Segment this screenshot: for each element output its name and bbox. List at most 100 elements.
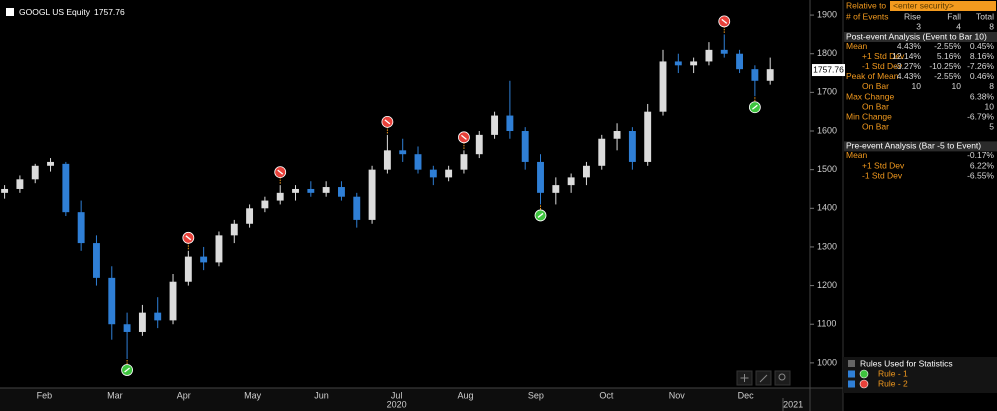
row-value: 0.45% <box>970 41 995 51</box>
toolbar-zoom[interactable] <box>774 370 791 386</box>
row-value: 12.14% <box>892 51 921 61</box>
candle-body <box>261 200 269 209</box>
y-tick-label: 1900 <box>817 9 837 19</box>
y-tick-label: 1400 <box>817 203 837 213</box>
candle-body <box>521 131 529 162</box>
event-icon <box>185 235 192 241</box>
candle-body <box>628 131 636 162</box>
last-price-label: 1757.76 <box>813 64 844 74</box>
candle-body <box>353 196 361 220</box>
x-tick-label: Sep <box>528 390 544 400</box>
last-price-tag <box>812 64 845 77</box>
row-label: On Bar <box>862 101 889 111</box>
candle-body <box>644 111 652 162</box>
row-value: 8 <box>989 81 994 91</box>
legend-label: Rule - 2 <box>878 378 908 388</box>
row-value: 4.43% <box>897 71 922 81</box>
row-value: -6.79% <box>967 111 994 121</box>
candle-body <box>506 115 514 132</box>
row-label: +1 Std Dev <box>862 51 905 61</box>
candle-body <box>445 169 453 178</box>
candle-body <box>475 134 483 155</box>
x-tick-label: Dec <box>738 390 755 400</box>
rules-header-icon <box>848 360 855 367</box>
candle-body <box>583 165 590 178</box>
row-value: 10 <box>952 81 962 91</box>
candle-body <box>567 177 575 186</box>
event-icon <box>721 18 728 24</box>
candle-body <box>659 61 667 112</box>
candle-body <box>108 277 116 325</box>
x-tick-label: Nov <box>669 390 686 400</box>
event-icon <box>124 367 130 373</box>
row-value: -6.55% <box>967 170 994 180</box>
row-label: On Bar <box>862 122 889 132</box>
candle-body <box>736 53 744 70</box>
row-value: 10 <box>912 81 922 91</box>
row-value: 6.38% <box>970 91 995 101</box>
candle-body <box>399 150 407 155</box>
candle-body <box>276 192 284 201</box>
legend-swatch <box>6 8 14 16</box>
row-value: -3.27% <box>894 61 921 71</box>
candle-body <box>16 179 24 189</box>
icon-zoom <box>778 373 786 381</box>
row-value: -7.26% <box>967 61 994 71</box>
row-value: -10.25% <box>929 61 961 71</box>
y-tick-label: 1500 <box>817 164 837 174</box>
security-input[interactable] <box>890 1 996 11</box>
y-tick-label: 1600 <box>817 125 837 135</box>
column-header: Total <box>976 11 994 21</box>
security-input-text[interactable]: <enter security> <box>893 0 954 10</box>
row-value: 10 <box>985 101 995 111</box>
x-tick-label: Oct <box>599 390 614 400</box>
legend-marker <box>859 379 869 389</box>
candle-body <box>674 61 682 66</box>
event-icon <box>751 104 758 110</box>
x-tick-label: May <box>244 390 262 400</box>
row-value: -0.17% <box>967 150 994 160</box>
candle-body <box>123 324 131 332</box>
x-tick-label: Mar <box>107 390 123 400</box>
candle-body <box>751 69 759 81</box>
candle-body <box>93 243 100 278</box>
section-header <box>844 32 997 42</box>
row-label: -1 Std Dev <box>862 170 903 180</box>
icon-draw <box>759 374 768 383</box>
candle-body <box>720 49 728 54</box>
row-label: +1 Std Dev <box>862 160 905 170</box>
icon-move <box>740 374 749 382</box>
row-value: -2.55% <box>934 71 961 81</box>
candle-body <box>1 188 9 193</box>
column-header: Fall <box>947 11 961 21</box>
row-value: 5 <box>989 122 994 132</box>
candle-body <box>383 150 391 170</box>
y-tick-label: 1800 <box>817 48 837 58</box>
candle-body <box>705 49 713 62</box>
candle-body <box>138 312 146 332</box>
y-tick-label: 1100 <box>817 319 836 329</box>
relative-label: Relative to <box>846 0 886 10</box>
row-label: On Bar <box>862 81 889 91</box>
candle-body <box>368 169 376 220</box>
y-tick-label: 1000 <box>817 357 837 367</box>
toolbar[interactable] <box>736 370 791 386</box>
candle-body <box>491 115 499 135</box>
row-value: 4.43% <box>897 41 922 51</box>
rule-checkbox[interactable] <box>848 370 855 378</box>
section-header <box>844 141 997 152</box>
candle-body <box>598 138 606 166</box>
legend-label: Rule - 1 <box>878 368 908 378</box>
section-title: Pre-event Analysis (Bar -5 to Event) <box>846 141 981 151</box>
candle-body <box>230 223 238 236</box>
candle-body <box>537 161 544 193</box>
section-title: Post-event Analysis (Event to Bar 10) <box>846 31 987 41</box>
candle-body <box>690 61 698 66</box>
event-icon <box>461 134 467 140</box>
candle-body <box>460 154 468 170</box>
row-value: 0.46% <box>970 71 995 81</box>
candle-body <box>552 185 560 193</box>
rule-checkbox[interactable] <box>848 380 855 388</box>
candle-body <box>169 281 177 321</box>
